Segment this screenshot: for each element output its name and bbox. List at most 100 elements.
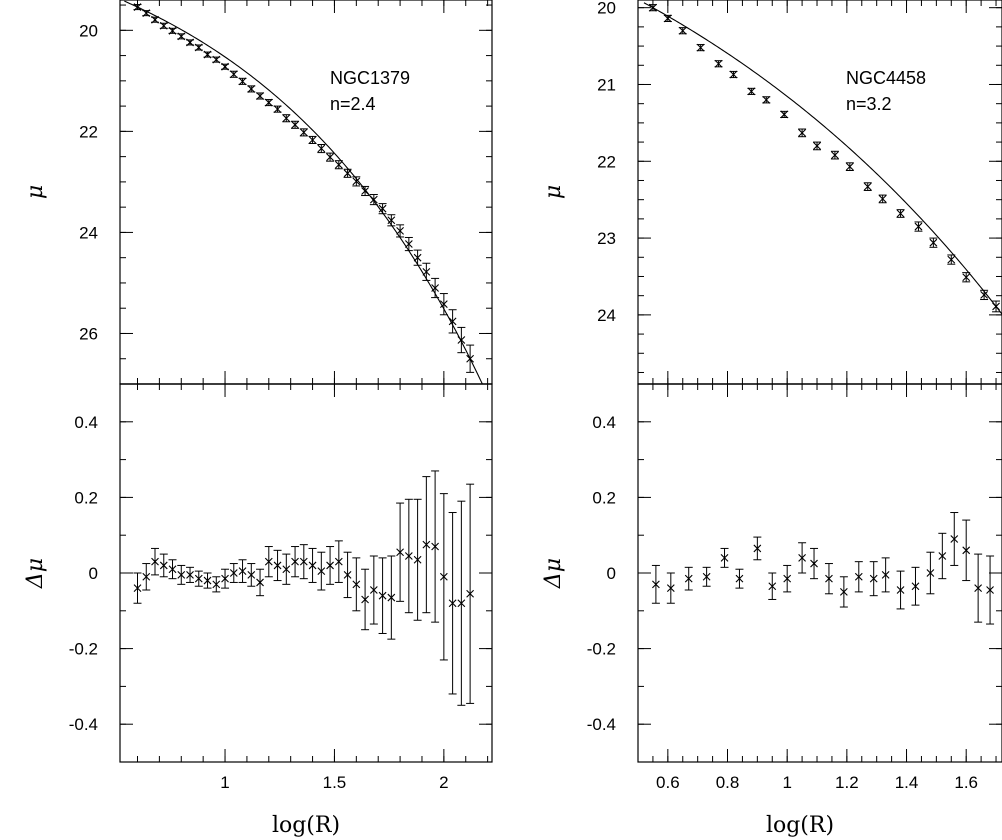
panel-ngc4458-residuals: 0.6 0.8 1 1.2 1.4 1.6 -0.4 -0.2 0 0.2 0.4 Δμ log(R) xyxy=(541,383,1002,838)
y-tick-label: -0.4 xyxy=(587,715,616,734)
y-axis-label: Δμ xyxy=(23,558,48,589)
data-point xyxy=(813,142,821,150)
y-tick-label: 0 xyxy=(89,564,98,583)
y-tick-label: 24 xyxy=(79,223,98,242)
plot-frame xyxy=(119,0,493,385)
data-point xyxy=(378,591,387,600)
y-tick-label: 26 xyxy=(79,324,98,343)
data-point xyxy=(308,561,317,570)
x-tick-label: 2 xyxy=(439,773,448,792)
data-point xyxy=(142,9,151,18)
data-point xyxy=(439,572,448,581)
data-point xyxy=(273,105,282,114)
data-point xyxy=(203,576,212,585)
panel-annotation: n=3.2 xyxy=(846,94,892,114)
data-point xyxy=(413,555,422,564)
data-point xyxy=(326,153,334,162)
data-point xyxy=(466,589,475,598)
data-point xyxy=(256,578,264,587)
data-point xyxy=(159,561,168,570)
data-point xyxy=(396,227,404,235)
y-tick-label: 20 xyxy=(79,21,98,40)
data-point xyxy=(992,302,1000,311)
data-point xyxy=(369,195,378,204)
data-point xyxy=(387,593,396,602)
data-point xyxy=(221,62,229,71)
data-point xyxy=(911,582,920,591)
data-point xyxy=(317,144,326,153)
panel-ngc1379-residuals: 1 1.5 2 -0.4 -0.2 0 0.2 0.4 Δμ log(R) xyxy=(23,383,493,838)
data-point xyxy=(798,128,806,137)
data-point xyxy=(714,59,723,68)
data-point xyxy=(317,567,326,575)
y-tick-label: 22 xyxy=(79,122,98,141)
data-point xyxy=(291,120,299,129)
data-point xyxy=(652,580,660,589)
panel-annotation: NGC4458 xyxy=(846,68,926,88)
data-point xyxy=(974,584,983,593)
data-point xyxy=(869,574,878,583)
x-tick-label: 1.4 xyxy=(895,773,919,792)
data-point xyxy=(159,21,168,30)
data-point xyxy=(783,574,792,583)
data-point xyxy=(753,544,762,553)
y-tick-label: 0.4 xyxy=(592,413,616,432)
y-axis-label: μ xyxy=(541,185,566,199)
y-tick-label: 0 xyxy=(607,564,616,583)
data-point xyxy=(896,586,905,594)
panel-annotation: n=2.4 xyxy=(330,94,376,114)
plot-frame xyxy=(119,383,493,763)
data-point xyxy=(343,571,352,579)
y-tick-label: 0.2 xyxy=(592,488,616,507)
data-point xyxy=(845,162,854,171)
data-point xyxy=(177,32,186,41)
data-point xyxy=(387,216,396,225)
data-point xyxy=(168,565,177,574)
data-point xyxy=(343,169,352,178)
data-point xyxy=(810,559,818,568)
data-point xyxy=(649,3,657,12)
data-point xyxy=(926,569,935,577)
data-point xyxy=(378,204,387,213)
plot-area xyxy=(643,2,1002,315)
data-point xyxy=(950,535,959,543)
y-tick-label: 21 xyxy=(597,75,616,94)
data-point xyxy=(413,253,422,262)
data-point xyxy=(326,561,334,570)
plot-area xyxy=(651,512,995,625)
data-point xyxy=(962,546,971,555)
plot-frame xyxy=(637,383,1002,763)
data-point xyxy=(142,572,151,581)
data-point xyxy=(282,114,291,123)
plot-area xyxy=(133,470,475,706)
data-point xyxy=(854,572,863,581)
y-tick-label: -0.2 xyxy=(587,640,616,659)
data-point xyxy=(986,586,994,594)
data-point xyxy=(404,240,413,248)
data-point xyxy=(720,553,729,562)
y-tick-label: 23 xyxy=(597,229,616,248)
x-tick-label: 1.5 xyxy=(323,773,347,792)
data-point xyxy=(238,77,247,86)
y-tick-label: 20 xyxy=(597,0,616,18)
data-point xyxy=(396,548,404,557)
data-point xyxy=(448,317,457,326)
data-point xyxy=(881,571,890,579)
data-point xyxy=(151,15,159,24)
data-point xyxy=(735,574,744,583)
panel-ngc4458-profile: 20 21 22 23 24 μ NGC4458 n=3.2 xyxy=(541,0,1002,385)
data-point xyxy=(168,26,177,35)
data-point xyxy=(299,128,308,137)
data-point xyxy=(878,195,887,203)
data-point xyxy=(780,110,789,119)
data-point xyxy=(186,571,194,579)
data-point xyxy=(466,354,475,363)
data-point xyxy=(831,151,839,160)
data-point xyxy=(352,177,361,186)
data-point xyxy=(194,574,203,583)
data-point xyxy=(203,50,212,59)
data-point xyxy=(825,574,833,583)
data-point xyxy=(422,267,431,276)
data-point xyxy=(221,574,229,583)
